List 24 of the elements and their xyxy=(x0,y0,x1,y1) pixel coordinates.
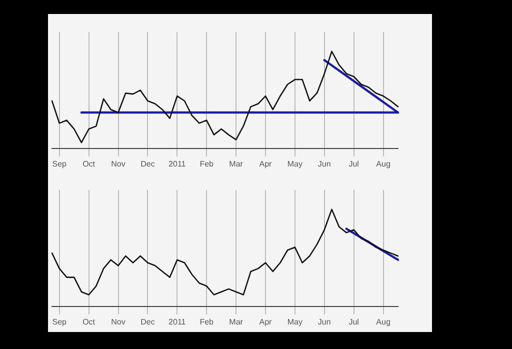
x-tick-label: Apr xyxy=(259,317,272,326)
x-tick-label: May xyxy=(287,317,302,326)
x-tick-label: Sep xyxy=(52,159,68,168)
x-tick-label: Dec xyxy=(140,317,155,326)
x-tick-label: Mar xyxy=(229,317,244,326)
x-tick-label: May xyxy=(287,159,302,168)
x-tick-label: Jun xyxy=(318,159,331,168)
x-tick-label: Feb xyxy=(200,317,214,326)
x-tick-label: Jun xyxy=(318,317,331,326)
x-tick-label: Oct xyxy=(82,317,96,326)
x-tick-label: Mar xyxy=(229,159,244,168)
x-tick-label: Sep xyxy=(52,317,68,326)
x-tick-label: Dec xyxy=(140,159,155,168)
x-tick-label: Aug xyxy=(376,317,390,326)
x-tick-label: Aug xyxy=(376,159,390,168)
x-tick-label: Nov xyxy=(111,317,126,326)
x-tick-label: 2011 xyxy=(168,159,186,168)
x-tick-label: Oct xyxy=(82,159,96,168)
x-tick-label: 2011 xyxy=(168,317,186,326)
x-tick-label: Nov xyxy=(111,159,126,168)
x-tick-label: Feb xyxy=(200,159,214,168)
x-tick-label: Jul xyxy=(348,159,360,168)
x-tick-label: Apr xyxy=(259,159,272,168)
x-tick-label: Jul xyxy=(348,317,360,326)
